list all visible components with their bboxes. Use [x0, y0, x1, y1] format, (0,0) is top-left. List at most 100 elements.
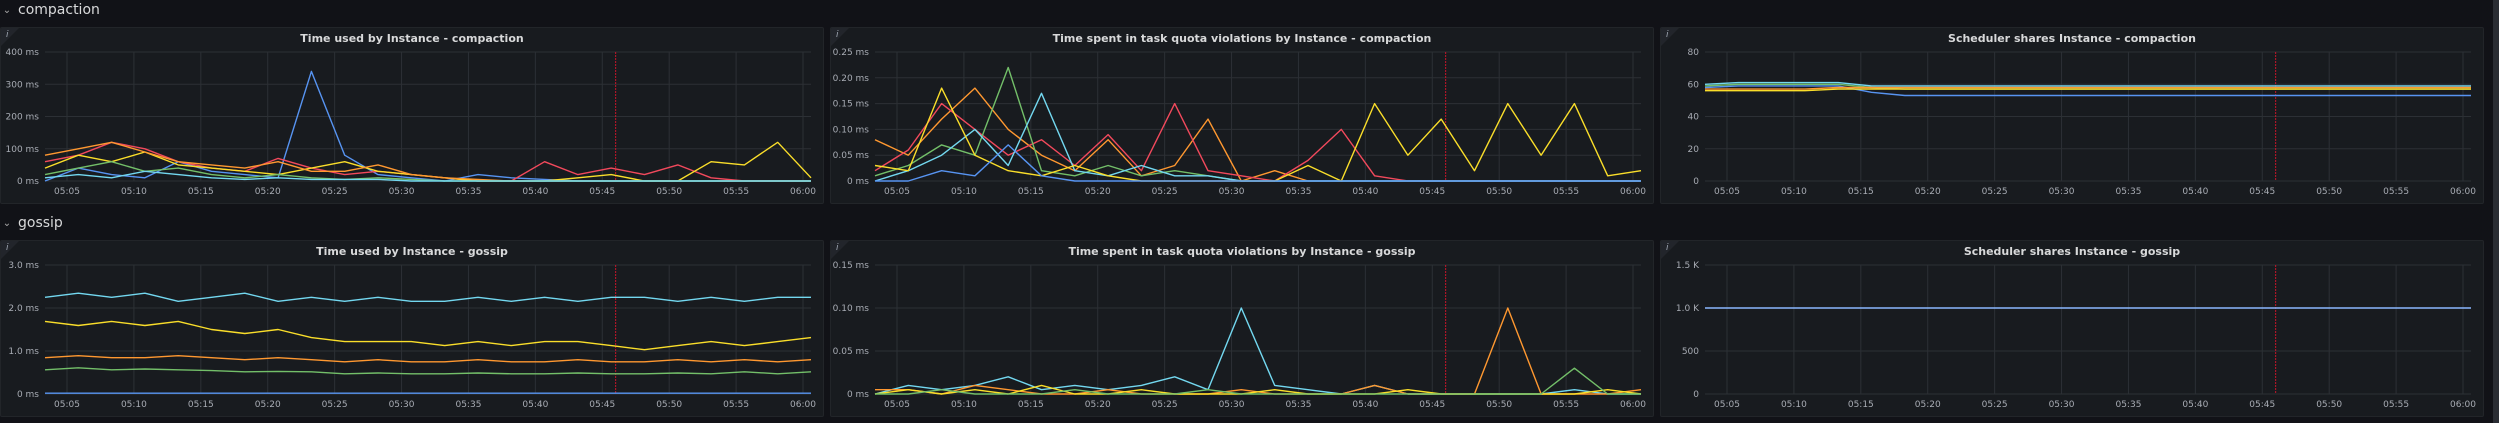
- x-tick-label: 05:40: [1352, 400, 1378, 410]
- chart[interactable]: 0 ms 0.05 ms 0.10 ms 0.15 ms 0.20 ms 0.25 ms 0…: [831, 28, 1654, 204]
- chart[interactable]: 0 20 40 60 80 05:05 05:10 05:15 05:20 05:25 05:30 0…: [1661, 28, 2484, 204]
- panel-scheduler-shares-gossip[interactable]: i Scheduler shares Instance - gossip 0 50…: [1660, 240, 2484, 417]
- series-line: [44, 141, 812, 182]
- x-tick-label: 05:55: [723, 187, 749, 197]
- chevron-down-icon: ⌄: [2, 4, 12, 16]
- x-tick-label: 06:00: [1620, 187, 1646, 197]
- y-tick-label: 100 ms: [6, 145, 40, 155]
- x-tick-label: 05:05: [1714, 187, 1740, 197]
- x-tick-label: 05:30: [2049, 400, 2075, 410]
- y-tick-label: 0: [1693, 177, 1699, 187]
- x-tick-label: 05:40: [522, 187, 548, 197]
- series-line: [1705, 88, 2471, 92]
- panel-time-used-compaction[interactable]: i Time used by Instance - compaction 0 m…: [0, 27, 824, 204]
- x-tick-label: 05:10: [1781, 187, 1807, 197]
- x-tick-label: 05:05: [1714, 400, 1740, 410]
- chart[interactable]: 0 ms 1.0 ms 2.0 ms 3.0 ms 05:05 05:10 05:15 05:…: [1, 241, 824, 417]
- x-tick-label: 05:10: [121, 187, 147, 197]
- x-tick-label: 05:35: [1285, 400, 1311, 410]
- panel-title: Time spent in task quota violations by I…: [1068, 245, 1416, 258]
- x-tick-label: 05:05: [54, 400, 80, 410]
- y-tick-label: 0.15 ms: [833, 100, 870, 110]
- series-line: [44, 141, 811, 182]
- series-line: [44, 367, 812, 375]
- y-tick-label: 0 ms: [847, 177, 869, 187]
- x-tick-label: 05:05: [884, 187, 910, 197]
- y-tick-label: 0.05 ms: [833, 347, 870, 357]
- x-tick-label: 05:15: [188, 187, 214, 197]
- x-tick-label: 05:30: [1219, 187, 1245, 197]
- x-tick-label: 05:20: [1085, 400, 1111, 410]
- y-tick-label: 400 ms: [6, 48, 40, 58]
- x-tick-label: 05:30: [1219, 400, 1245, 410]
- x-tick-label: 05:35: [455, 187, 481, 197]
- panel-quota-violations-gossip[interactable]: i Time spent in task quota violations by…: [830, 240, 1654, 417]
- x-tick-label: 05:40: [2182, 187, 2208, 197]
- panel-title: Scheduler shares Instance - compaction: [1948, 32, 2196, 45]
- x-tick-label: 06:00: [790, 187, 816, 197]
- x-tick-label: 05:20: [255, 187, 281, 197]
- chart[interactable]: 0 ms 100 ms 200 ms 300 ms 400 ms 05:05 05:10 05…: [1, 28, 824, 204]
- series-line: [875, 144, 1641, 182]
- x-tick-label: 05:45: [2249, 400, 2275, 410]
- x-tick-label: 05:25: [1982, 187, 2008, 197]
- chart[interactable]: 0 500 1.0 K 1.5 K 05:05 05:10 05:15 05:20 05:25 0…: [1661, 241, 2484, 417]
- y-tick-label: 1.0 ms: [8, 347, 39, 357]
- x-tick-label: 05:55: [1553, 187, 1579, 197]
- series-line: [874, 66, 1641, 182]
- x-tick-label: 05:15: [1018, 187, 1044, 197]
- x-tick-label: 05:10: [951, 400, 977, 410]
- panel-quota-violations-compaction[interactable]: i Time spent in task quota violations by…: [830, 27, 1654, 204]
- x-tick-label: 05:15: [1018, 400, 1044, 410]
- x-tick-label: 05:15: [188, 400, 214, 410]
- x-tick-label: 05:55: [2383, 400, 2409, 410]
- x-tick-label: 05:25: [322, 187, 348, 197]
- x-tick-label: 05:50: [1486, 400, 1512, 410]
- panel-title: Scheduler shares Instance - gossip: [1963, 245, 2181, 258]
- x-tick-label: 05:45: [1419, 187, 1445, 197]
- x-tick-label: 05:50: [656, 400, 682, 410]
- x-tick-label: 05:50: [656, 187, 682, 197]
- x-tick-label: 05:45: [589, 187, 615, 197]
- scrollbar[interactable]: [2493, 0, 2499, 423]
- series-line: [44, 354, 812, 363]
- y-tick-label: 200 ms: [6, 113, 40, 123]
- x-tick-label: 05:35: [2115, 400, 2141, 410]
- x-tick-label: 05:35: [455, 400, 481, 410]
- y-tick-label: 0.10 ms: [833, 304, 870, 314]
- panel-time-used-gossip[interactable]: i Time used by Instance - gossip 0 ms 1.0…: [0, 240, 824, 417]
- x-tick-label: 05:10: [1781, 400, 1807, 410]
- x-tick-label: 05:50: [2316, 187, 2342, 197]
- y-tick-label: 0 ms: [847, 390, 869, 400]
- chart[interactable]: 0 ms 0.05 ms 0.10 ms 0.15 ms 05:05 05:10 05:15…: [831, 241, 1654, 417]
- row-title: gossip: [18, 215, 63, 231]
- x-tick-label: 05:25: [1152, 187, 1178, 197]
- panel-title: Time spent in task quota violations by I…: [1052, 32, 1432, 45]
- row-header-gossip[interactable]: ⌄ gossip: [0, 213, 63, 233]
- series-line: [44, 170, 811, 182]
- y-tick-label: 60: [1688, 80, 1700, 90]
- x-tick-label: 05:35: [1285, 187, 1311, 197]
- y-tick-label: 40: [1688, 113, 1700, 123]
- series-line: [44, 70, 811, 182]
- x-tick-label: 05:45: [589, 400, 615, 410]
- x-tick-label: 05:10: [951, 187, 977, 197]
- x-tick-label: 05:10: [121, 400, 147, 410]
- x-tick-label: 05:30: [389, 400, 415, 410]
- y-tick-label: 1.5 K: [1676, 261, 1700, 271]
- y-tick-label: 3.0 ms: [8, 261, 39, 271]
- x-tick-label: 05:45: [1419, 400, 1445, 410]
- series-line: [44, 141, 811, 182]
- x-tick-label: 06:00: [790, 400, 816, 410]
- panel-scheduler-shares-compaction[interactable]: i Scheduler shares Instance - compaction…: [1660, 27, 2484, 204]
- x-tick-label: 06:00: [2450, 400, 2476, 410]
- x-tick-label: 05:55: [2383, 187, 2409, 197]
- x-tick-label: 05:40: [2182, 400, 2208, 410]
- x-tick-label: 05:55: [723, 400, 749, 410]
- y-tick-label: 0.10 ms: [833, 125, 870, 135]
- x-tick-label: 05:20: [255, 400, 281, 410]
- x-tick-label: 05:40: [522, 400, 548, 410]
- x-tick-label: 05:15: [1848, 400, 1874, 410]
- panel-title: Time used by Instance - compaction: [300, 32, 524, 45]
- row-header-compaction[interactable]: ⌄ compaction: [0, 0, 100, 20]
